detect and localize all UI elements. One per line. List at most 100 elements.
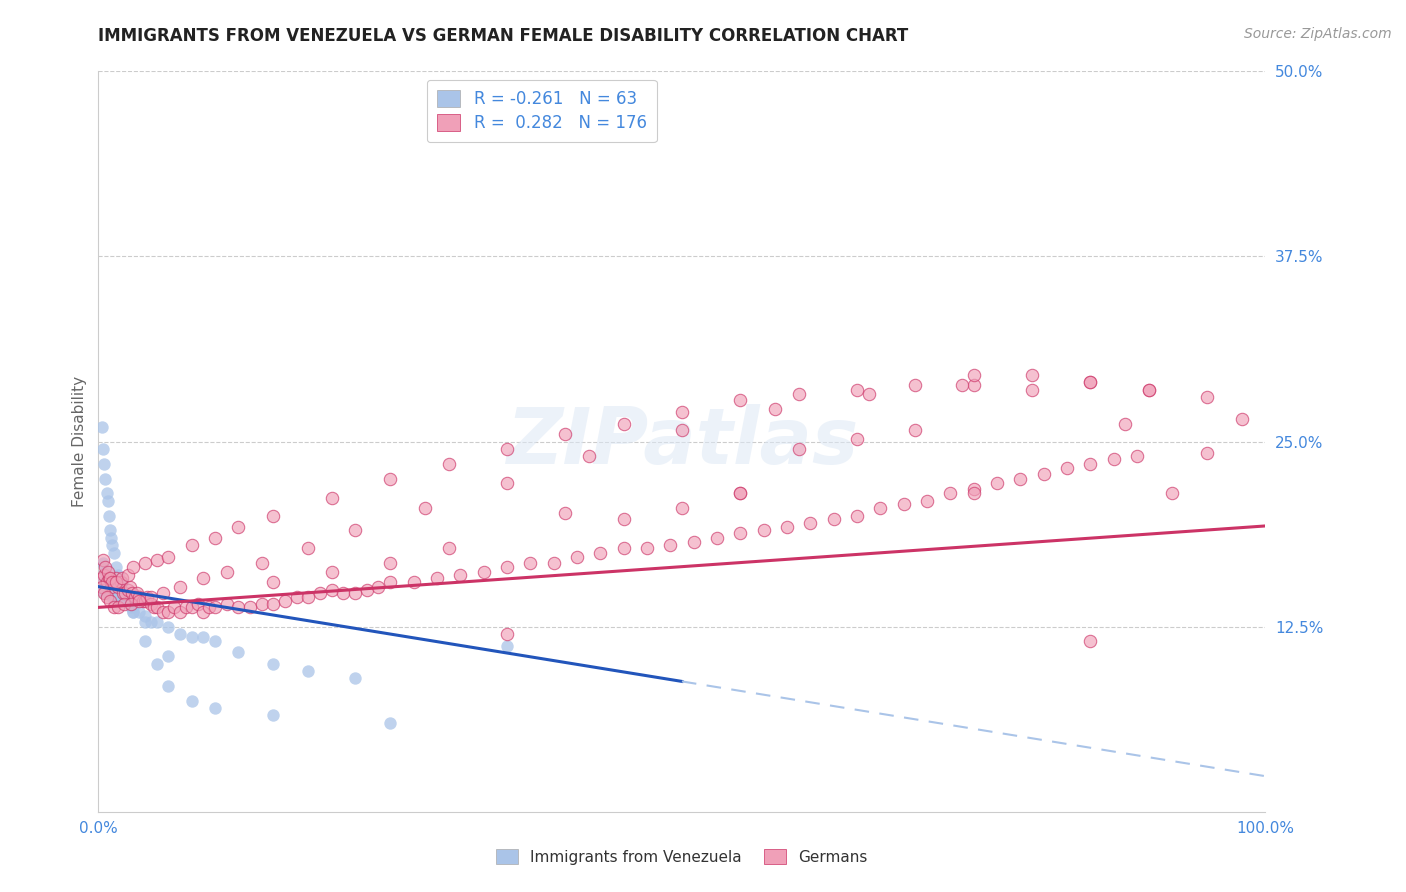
Legend: Immigrants from Venezuela, Germans: Immigrants from Venezuela, Germans xyxy=(491,843,873,871)
Point xyxy=(799,516,821,530)
Point xyxy=(787,442,810,456)
Point xyxy=(228,520,250,534)
Point xyxy=(107,590,129,604)
Point xyxy=(250,556,273,570)
Point xyxy=(169,605,191,619)
Point xyxy=(321,565,343,579)
Point xyxy=(495,560,517,574)
Point xyxy=(98,582,121,597)
Point xyxy=(139,598,162,612)
Point xyxy=(472,565,495,579)
Point xyxy=(730,486,752,500)
Point xyxy=(134,556,156,570)
Point xyxy=(1195,446,1218,460)
Point xyxy=(962,378,984,392)
Point xyxy=(554,506,576,520)
Point xyxy=(120,598,142,612)
Point xyxy=(636,541,658,556)
Point xyxy=(146,553,169,567)
Point xyxy=(122,600,145,615)
Point xyxy=(215,565,238,579)
Point xyxy=(94,560,117,574)
Point xyxy=(143,600,166,615)
Point xyxy=(103,575,125,590)
Point xyxy=(100,580,122,594)
Point xyxy=(187,598,209,612)
Point xyxy=(706,531,728,545)
Point xyxy=(262,575,284,590)
Point xyxy=(344,585,367,599)
Point xyxy=(91,442,114,456)
Point xyxy=(297,664,319,678)
Point xyxy=(146,600,169,615)
Point xyxy=(1010,471,1032,485)
Point xyxy=(93,585,115,599)
Point xyxy=(117,567,139,582)
Point xyxy=(962,482,984,496)
Point xyxy=(97,508,120,523)
Point xyxy=(146,657,169,671)
Point xyxy=(103,585,125,599)
Point xyxy=(402,575,425,590)
Point xyxy=(449,567,471,582)
Point xyxy=(94,565,117,579)
Point xyxy=(97,580,120,594)
Point xyxy=(671,405,693,419)
Point xyxy=(204,701,226,715)
Point xyxy=(1161,486,1184,500)
Point xyxy=(104,575,127,590)
Point xyxy=(93,567,115,582)
Point xyxy=(730,393,752,408)
Point xyxy=(495,639,517,653)
Point xyxy=(97,493,120,508)
Point xyxy=(107,600,129,615)
Point xyxy=(180,630,202,644)
Point xyxy=(787,387,810,401)
Point xyxy=(96,575,118,590)
Point xyxy=(193,630,215,644)
Point xyxy=(763,401,786,416)
Point xyxy=(157,649,180,664)
Point xyxy=(228,645,250,659)
Point xyxy=(114,585,136,599)
Point xyxy=(1080,634,1102,648)
Point xyxy=(97,571,120,585)
Point xyxy=(776,520,799,534)
Point xyxy=(367,580,389,594)
Point xyxy=(612,541,634,556)
Point xyxy=(845,508,868,523)
Point xyxy=(495,475,517,490)
Point xyxy=(495,627,517,641)
Point xyxy=(100,531,122,545)
Point xyxy=(90,580,112,594)
Point xyxy=(90,575,112,590)
Point xyxy=(1137,383,1160,397)
Point xyxy=(104,571,127,585)
Point xyxy=(495,442,517,456)
Point xyxy=(1032,467,1054,482)
Point xyxy=(93,585,115,599)
Point xyxy=(589,546,612,560)
Point xyxy=(104,560,127,574)
Point xyxy=(543,556,565,570)
Point xyxy=(180,600,202,615)
Point xyxy=(104,575,127,590)
Point xyxy=(104,580,127,594)
Point xyxy=(413,501,436,516)
Point xyxy=(118,580,141,594)
Point xyxy=(94,580,117,594)
Point xyxy=(1195,390,1218,404)
Point xyxy=(215,598,238,612)
Point xyxy=(612,417,634,431)
Point xyxy=(239,600,262,615)
Point xyxy=(152,585,174,599)
Point xyxy=(986,475,1008,490)
Point xyxy=(939,486,962,500)
Point xyxy=(204,634,226,648)
Point xyxy=(578,450,600,464)
Point xyxy=(1230,412,1253,426)
Point xyxy=(893,497,915,511)
Point xyxy=(120,600,142,615)
Point xyxy=(101,575,124,590)
Point xyxy=(98,575,121,590)
